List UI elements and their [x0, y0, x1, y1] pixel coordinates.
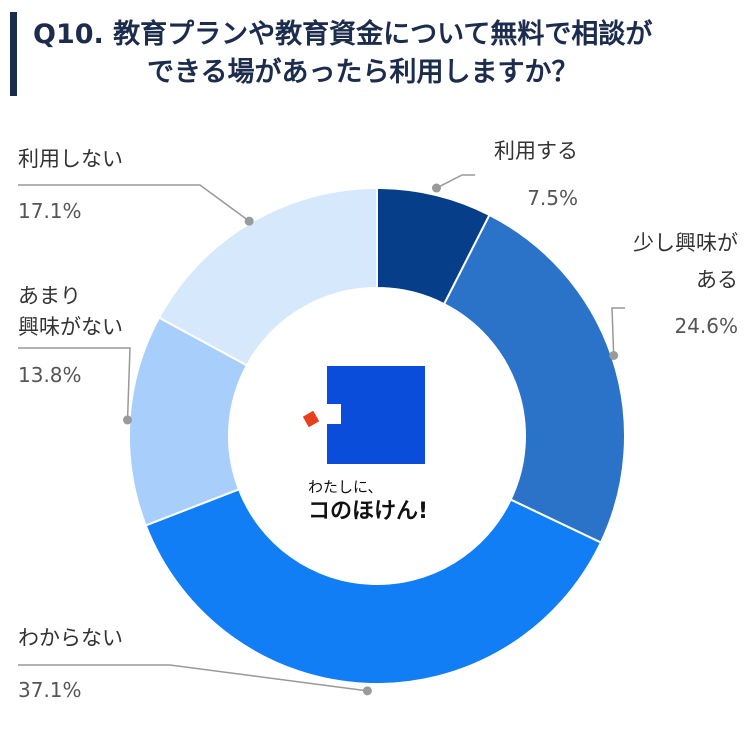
logo-notch [321, 404, 341, 424]
leader-line-2 [611, 307, 625, 356]
slice-label-3: わからない [18, 626, 123, 650]
leader-dot-4 [123, 415, 133, 425]
slice-label-2: ある [696, 268, 738, 292]
logo-square [327, 366, 425, 464]
title-accent-bar [10, 12, 17, 96]
slice-label-4: 興味がない [18, 315, 123, 339]
slice-label-1: 利用する [494, 139, 578, 163]
title-line-1: Q10. 教育プランや教育資金について無料で相談が [33, 19, 653, 50]
slice-label-2: 少し興味が [633, 231, 738, 255]
logo-accent-diamond [302, 410, 320, 428]
leader-dot-5 [244, 216, 254, 226]
slice-value-4: 13.8% [18, 363, 82, 387]
slice-2 [442, 213, 626, 544]
leader-line-3 [18, 664, 368, 692]
brand-logo: わたしに、 コのほけん! [302, 366, 428, 524]
leader-line-5 [18, 184, 250, 222]
slice-value-3: 37.1% [18, 678, 82, 702]
slice-5 [157, 186, 378, 367]
page-title: Q10. 教育プランや教育資金について無料で相談が できる場があったら利用します… [33, 16, 733, 92]
leader-line-4 [18, 347, 131, 420]
slice-value-1: 7.5% [527, 186, 578, 210]
chart-leader-lines [18, 174, 625, 696]
leader-dot-2 [609, 350, 619, 360]
title-line-2: できる場があったら利用しますか？ [147, 57, 579, 88]
slice-value-5: 17.1% [18, 199, 82, 223]
chart-slices [128, 186, 626, 685]
slice-label-4: あまり [18, 284, 81, 308]
logo-name: コのほけん! [308, 499, 428, 524]
leader-dot-3 [362, 686, 372, 696]
slice-label-5: 利用しない [18, 147, 123, 171]
slice-value-2: 24.6% [674, 314, 738, 338]
leader-dot-1 [431, 183, 441, 193]
logo-tagline: わたしに、 [308, 478, 383, 496]
leader-line-1 [436, 174, 475, 189]
slice-3 [144, 488, 603, 685]
